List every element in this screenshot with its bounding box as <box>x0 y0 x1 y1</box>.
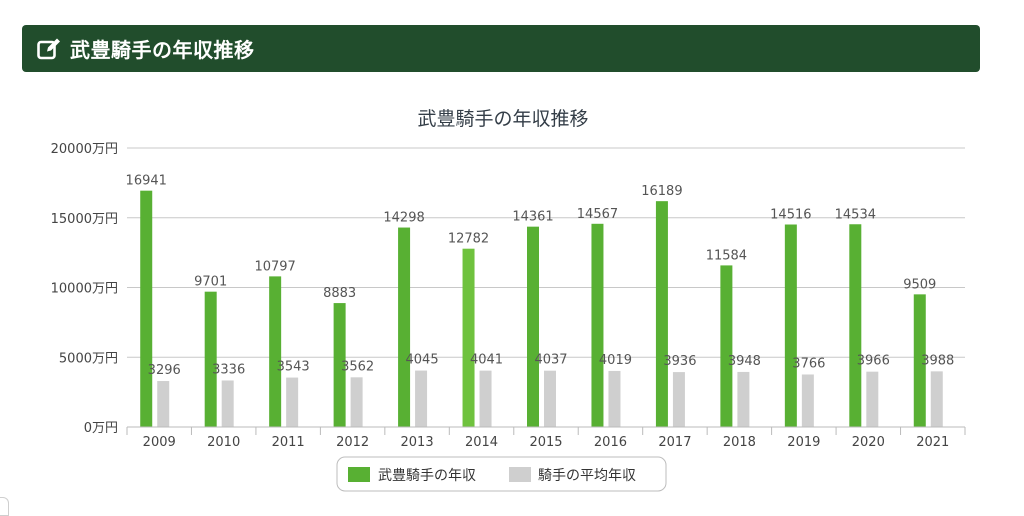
data-label-jockey-income: 16189 <box>641 184 682 199</box>
bar-average-income <box>544 370 556 427</box>
data-labels: 16941 3296 9701 3336 10797 3543 8883 3562 14298 4… <box>126 174 955 378</box>
bar-jockey-income <box>591 223 604 427</box>
bar-average-income <box>350 377 363 427</box>
section-title: 武豊騎手の年収推移 <box>70 38 255 62</box>
x-tick-label: 2009 <box>143 435 176 450</box>
bar-jockey-income <box>720 265 733 427</box>
data-label-average-income: 3562 <box>341 359 374 374</box>
data-label-jockey-income: 14534 <box>835 207 876 222</box>
scroll-tab <box>0 497 9 516</box>
bar-jockey-income <box>462 248 475 427</box>
bar-average-income <box>801 374 814 427</box>
section-header: 武豊騎手の年収推移 <box>22 25 980 72</box>
bar-average-income <box>157 381 170 427</box>
data-label-jockey-income: 12782 <box>448 232 489 247</box>
x-tick-label: 2012 <box>336 435 369 450</box>
data-label-average-income: 3336 <box>212 362 245 377</box>
y-tick-label: 0万円 <box>84 421 118 436</box>
legend-box <box>336 456 667 492</box>
data-label-average-income: 3543 <box>277 360 310 375</box>
x-tick-label: 2011 <box>272 435 305 450</box>
bar-jockey-income <box>269 276 282 427</box>
data-label-jockey-income: 10797 <box>254 259 295 274</box>
x-tick-label: 2021 <box>916 435 949 450</box>
bar-average-income <box>479 370 492 427</box>
data-label-average-income: 3296 <box>148 363 181 378</box>
axes: 0万円 5000万円 10000万円 15000万円 20000万円 2009 2010 20… <box>51 142 966 450</box>
bars <box>140 190 943 427</box>
data-label-average-income: 4019 <box>599 353 632 368</box>
edit-icon <box>37 38 60 59</box>
x-tick-label: 2013 <box>401 435 434 450</box>
bar-average-income <box>286 377 299 427</box>
data-label-average-income: 3948 <box>728 354 761 369</box>
bar-jockey-income <box>913 294 926 427</box>
data-label-average-income: 3966 <box>857 354 890 369</box>
bar-jockey-income <box>527 226 539 427</box>
bar-average-income <box>608 370 621 427</box>
data-label-average-income: 3766 <box>792 356 825 371</box>
x-tick-label: 2019 <box>787 435 820 450</box>
x-tick-label: 2017 <box>658 435 691 450</box>
x-tick-label: 2020 <box>852 435 885 450</box>
bar-jockey-income <box>204 291 217 427</box>
bar-jockey-income <box>849 224 862 427</box>
x-tick-label: 2016 <box>594 435 627 450</box>
legend-swatch-average-income <box>509 467 531 482</box>
bar-jockey-income <box>140 190 153 427</box>
x-tick-label: 2015 <box>529 435 562 450</box>
data-label-jockey-income: 9509 <box>903 277 936 292</box>
bar-average-income <box>672 372 685 427</box>
data-label-jockey-income: 8883 <box>323 286 356 301</box>
data-label-jockey-income: 11584 <box>706 248 747 263</box>
x-tick-label: 2010 <box>207 435 240 450</box>
data-label-average-income: 4045 <box>406 353 439 368</box>
data-label-jockey-income: 14298 <box>383 211 424 226</box>
gridlines <box>127 147 965 358</box>
data-label-average-income: 4037 <box>534 353 567 368</box>
data-label-jockey-income: 14567 <box>577 207 618 222</box>
chart-title: 武豊騎手の年収推移 <box>417 108 588 130</box>
bar-average-income <box>221 380 234 427</box>
y-tick-label: 10000万円 <box>51 282 118 297</box>
bar-jockey-income <box>333 303 346 427</box>
bar-average-income <box>930 371 943 427</box>
data-label-average-income: 3988 <box>921 353 954 368</box>
x-tick-label: 2014 <box>465 435 498 450</box>
legend-label-jockey-income: 武豊騎手の年収 <box>378 468 476 484</box>
y-tick-label: 5000万円 <box>59 351 118 366</box>
y-tick-label: 20000万円 <box>51 142 118 157</box>
data-label-jockey-income: 9701 <box>194 275 227 290</box>
data-label-average-income: 4041 <box>470 353 503 368</box>
bar-average-income <box>866 371 879 427</box>
bar-jockey-income <box>655 201 668 427</box>
data-label-jockey-income: 16941 <box>126 174 167 189</box>
bar-average-income <box>415 370 428 427</box>
y-tick-label: 15000万円 <box>51 212 118 227</box>
legend-swatch-jockey-income <box>348 467 370 482</box>
bar-jockey-income <box>398 227 411 427</box>
bar-jockey-income <box>784 224 797 427</box>
legend-label-average-income: 騎手の平均年収 <box>538 468 636 484</box>
bar-average-income <box>737 371 750 427</box>
data-label-jockey-income: 14361 <box>512 210 553 225</box>
x-tick-label: 2018 <box>723 435 756 450</box>
data-label-average-income: 3936 <box>663 354 696 369</box>
legend: 武豊騎手の年収 騎手の平均年収 <box>336 456 667 492</box>
data-label-jockey-income: 14516 <box>770 208 811 223</box>
